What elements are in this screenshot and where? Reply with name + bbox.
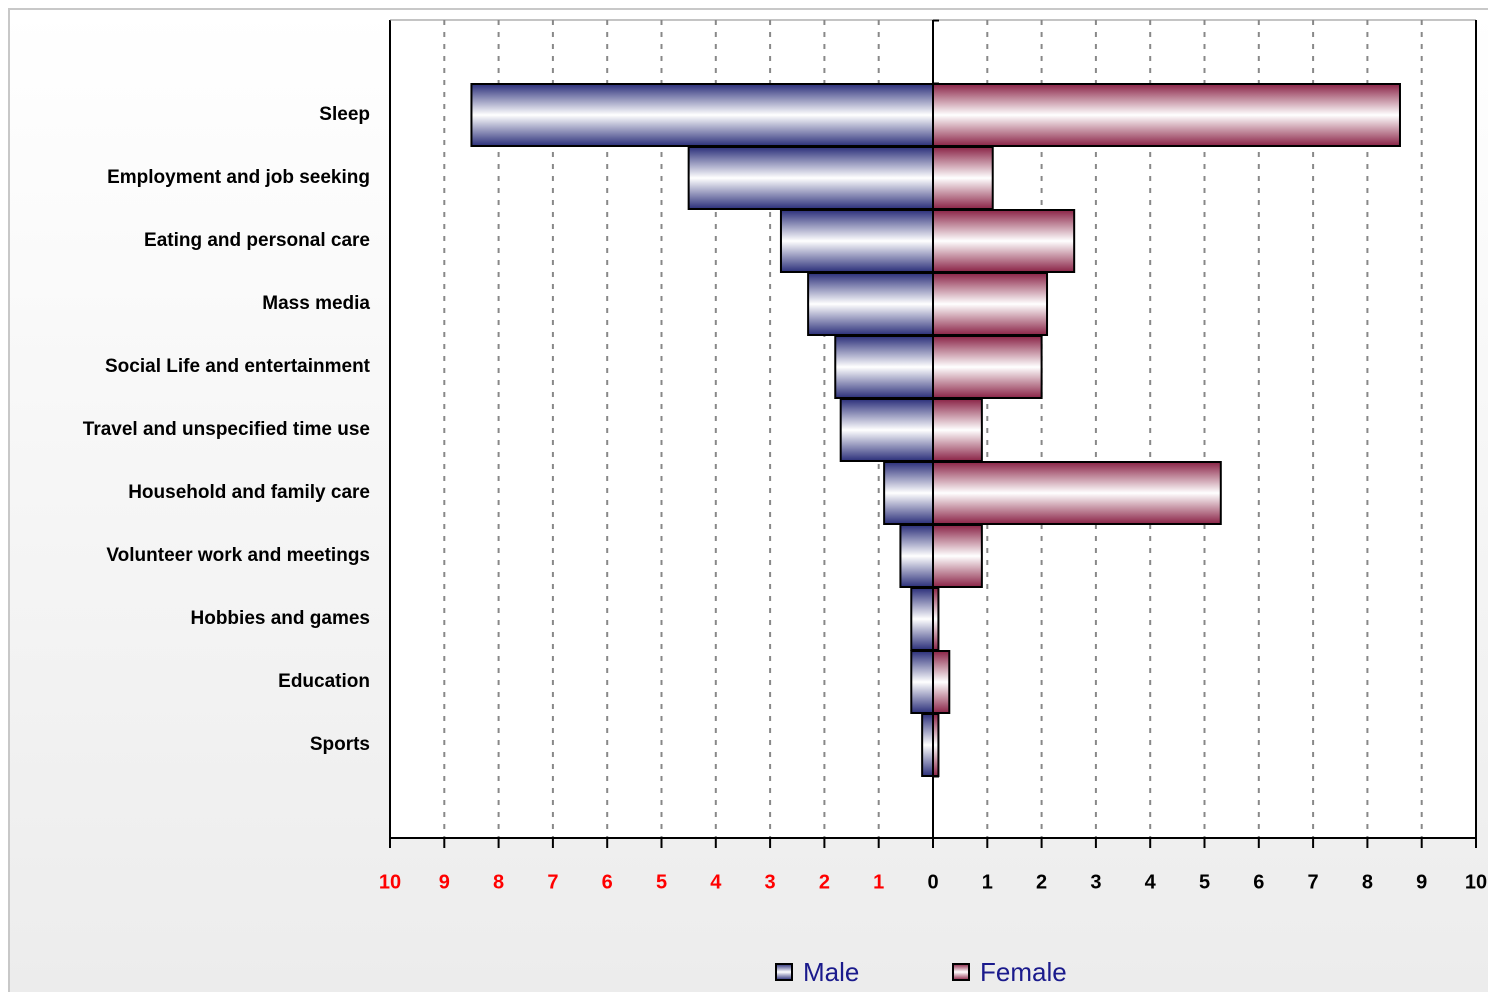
x-tick-label: 7: [1308, 871, 1319, 893]
bar: [910, 587, 935, 651]
bar: [470, 83, 934, 147]
bar: [932, 524, 983, 588]
x-tick-label: 5: [656, 871, 667, 893]
bar: [932, 461, 1222, 525]
bar: [687, 146, 935, 210]
x-tick-label: 8: [1362, 871, 1373, 893]
category-label: Sleep: [319, 104, 370, 125]
x-tick-label: 8: [493, 871, 504, 893]
x-tick-label: 6: [602, 871, 613, 893]
bar: [932, 335, 1043, 399]
category-label: Eating and personal care: [144, 230, 370, 251]
bar: [779, 209, 935, 273]
x-tick-label: 6: [1253, 871, 1264, 893]
bar: [932, 398, 983, 462]
x-tick-label: 4: [1145, 871, 1157, 893]
x-tick-label: 9: [1416, 871, 1427, 893]
bar: [883, 461, 935, 525]
x-tick-label: 10: [1465, 871, 1487, 893]
x-tick-label: 7: [547, 871, 558, 893]
bar: [834, 335, 935, 399]
bar: [839, 398, 934, 462]
x-tick-label: 10: [379, 871, 401, 893]
legend-swatch: [775, 963, 793, 981]
category-label: Household and family care: [128, 482, 370, 503]
bar: [910, 650, 935, 714]
category-label: Volunteer work and meetings: [106, 545, 370, 566]
bar: [899, 524, 934, 588]
bar: [932, 272, 1049, 336]
bar: [932, 209, 1076, 273]
x-tick-label: 0: [927, 871, 938, 893]
x-tick-label: 1: [982, 871, 993, 893]
bar: [932, 650, 951, 714]
category-label: Social Life and entertainment: [105, 356, 371, 377]
category-label: Employment and job seeking: [107, 167, 370, 188]
legend-label: Female: [980, 957, 1067, 987]
category-label: Education: [278, 671, 370, 692]
bar: [932, 146, 994, 210]
bar: [921, 713, 935, 777]
x-tick-label: 1: [873, 871, 884, 893]
x-tick-label: 9: [439, 871, 450, 893]
x-tick-label: 5: [1199, 871, 1210, 893]
category-label: Mass media: [262, 293, 370, 314]
bar: [807, 272, 934, 336]
category-label: Sports: [310, 734, 370, 755]
x-tick-label: 2: [1036, 871, 1047, 893]
category-label: Hobbies and games: [191, 608, 371, 629]
legend-label: Male: [803, 957, 859, 987]
x-tick-label: 4: [710, 871, 722, 893]
bar: [932, 83, 1401, 147]
x-tick-label: 3: [1090, 871, 1101, 893]
x-tick-label: 2: [819, 871, 830, 893]
x-tick-label: 3: [765, 871, 776, 893]
legend-swatch: [952, 963, 970, 981]
category-label: Travel and unspecified time use: [83, 419, 370, 440]
